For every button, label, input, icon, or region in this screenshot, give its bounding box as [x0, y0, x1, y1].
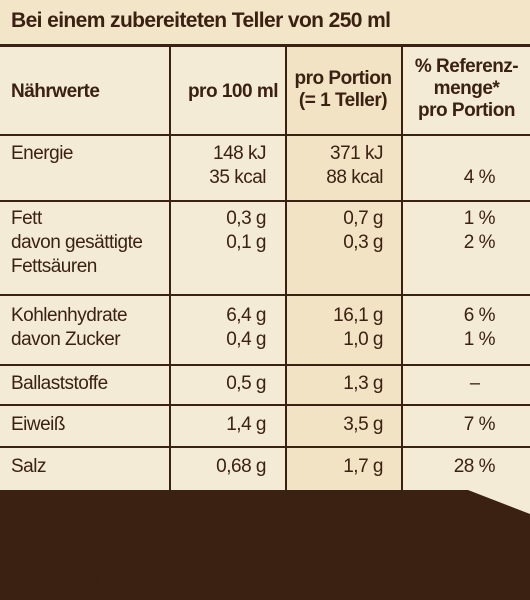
header-nutrients: Nährwerte	[11, 81, 100, 102]
value-line: 0,7 g	[343, 208, 383, 229]
value-line: 371 kJ	[330, 143, 383, 164]
row-fett-label: Fett davon gesättigte Fettsäuren	[11, 207, 169, 279]
row-fett-ref: 1 % 2 %	[403, 207, 495, 255]
row-ballaststoffe-label: Ballaststoffe	[11, 373, 108, 394]
column-divider	[401, 47, 403, 490]
header-per-100ml: pro 100 ml	[187, 81, 278, 102]
row-fett-per100: 0,3 g 0,1 g	[172, 207, 266, 255]
row-kohlenhydrate-per100: 6,4 g 0,4 g	[172, 304, 266, 352]
row-kohlenhydrate-portion: 16,1 g 1,0 g	[287, 304, 383, 352]
row-divider	[0, 364, 530, 366]
header-reference-line: pro Portion	[418, 100, 515, 121]
row-energie-ref: 4 %	[463, 167, 495, 188]
header-rule	[0, 44, 530, 47]
row-divider	[0, 134, 530, 136]
row-kohlenhydrate-ref: 6 % 1 %	[403, 304, 495, 352]
column-divider	[285, 47, 287, 490]
row-kohlenhydrate-label: Kohlenhydrate davon Zucker	[11, 304, 169, 352]
label-line: Fett	[11, 208, 42, 229]
row-ballaststoffe-portion: 1,3 g	[343, 373, 383, 394]
header-per-portion: pro Portion (= 1 Teller)	[287, 68, 399, 112]
value-line: 1,0 g	[343, 329, 383, 350]
value-line: 0,4 g	[226, 329, 266, 350]
value-line: 88 kcal	[326, 167, 383, 188]
value-line: 6,4 g	[226, 305, 266, 326]
row-divider	[0, 446, 530, 448]
nutrition-label	[0, 0, 530, 490]
row-divider	[0, 200, 530, 202]
row-eiweiss-ref: 7 %	[463, 414, 495, 435]
value-line: 35 kcal	[209, 167, 266, 188]
row-salz-ref: 28 %	[453, 456, 495, 477]
row-fett-portion: 0,7 g 0,3 g	[287, 207, 383, 255]
footnote-line: * Referenzmenge für einen durchschnittli…	[13, 510, 385, 531]
corner-wedge-shape	[468, 490, 530, 514]
row-ballaststoffe-ref: –	[469, 373, 480, 394]
row-salz-per100: 0,68 g	[216, 456, 266, 477]
value-line: 2 %	[463, 232, 495, 253]
value-line: 16,1 g	[333, 305, 383, 326]
row-ballaststoffe-per100: 0,5 g	[226, 373, 266, 394]
row-eiweiss-per100: 1,4 g	[226, 414, 266, 435]
value-line: 0,3 g	[343, 232, 383, 253]
label-line: Fettsäuren	[11, 256, 97, 277]
label-line: davon gesättigte	[11, 232, 143, 253]
row-salz-label: Salz	[11, 456, 46, 477]
footnote-line: Erwachsenen (8400 kJ/2000 kcal).	[32, 540, 314, 561]
row-energie-label: Energie	[11, 143, 74, 164]
column-divider	[169, 47, 171, 490]
header-per-portion-line: (= 1 Teller)	[298, 90, 388, 111]
serving-headline: Bei einem zubereiteten Teller von 250 ml	[0, 0, 530, 44]
footnote-servings: 1 Beutel ergibt 4 Portionen.	[32, 570, 254, 591]
value-line: 148 kJ	[213, 143, 266, 164]
row-energie-per100: 148 kJ 35 kcal	[172, 142, 266, 190]
row-salz-portion: 1,7 g	[343, 456, 383, 477]
row-eiweiss-label: Eiweiß	[11, 414, 66, 435]
row-divider	[0, 404, 530, 406]
row-energie-portion: 371 kJ 88 kcal	[287, 142, 383, 190]
label-line: Kohlenhydrate	[11, 305, 128, 326]
header-reference-intake: % Referenz- menge* pro Portion	[403, 56, 530, 122]
row-divider	[0, 294, 530, 296]
value-line: 1 %	[463, 208, 495, 229]
header-per-portion-line: pro Portion	[294, 68, 392, 89]
value-line: 6 %	[463, 305, 495, 326]
corner-wedge	[468, 490, 530, 514]
value-line: 0,3 g	[226, 208, 266, 229]
row-eiweiss-portion: 3,5 g	[343, 414, 383, 435]
value-line: 1 %	[463, 329, 495, 350]
value-line: 0,1 g	[226, 232, 266, 253]
portion-column-shade	[286, 47, 402, 490]
header-reference-line: % Referenz-	[414, 56, 519, 77]
footnote-panel	[0, 490, 530, 600]
label-line: davon Zucker	[11, 329, 121, 350]
header-reference-line: menge*	[433, 78, 500, 99]
